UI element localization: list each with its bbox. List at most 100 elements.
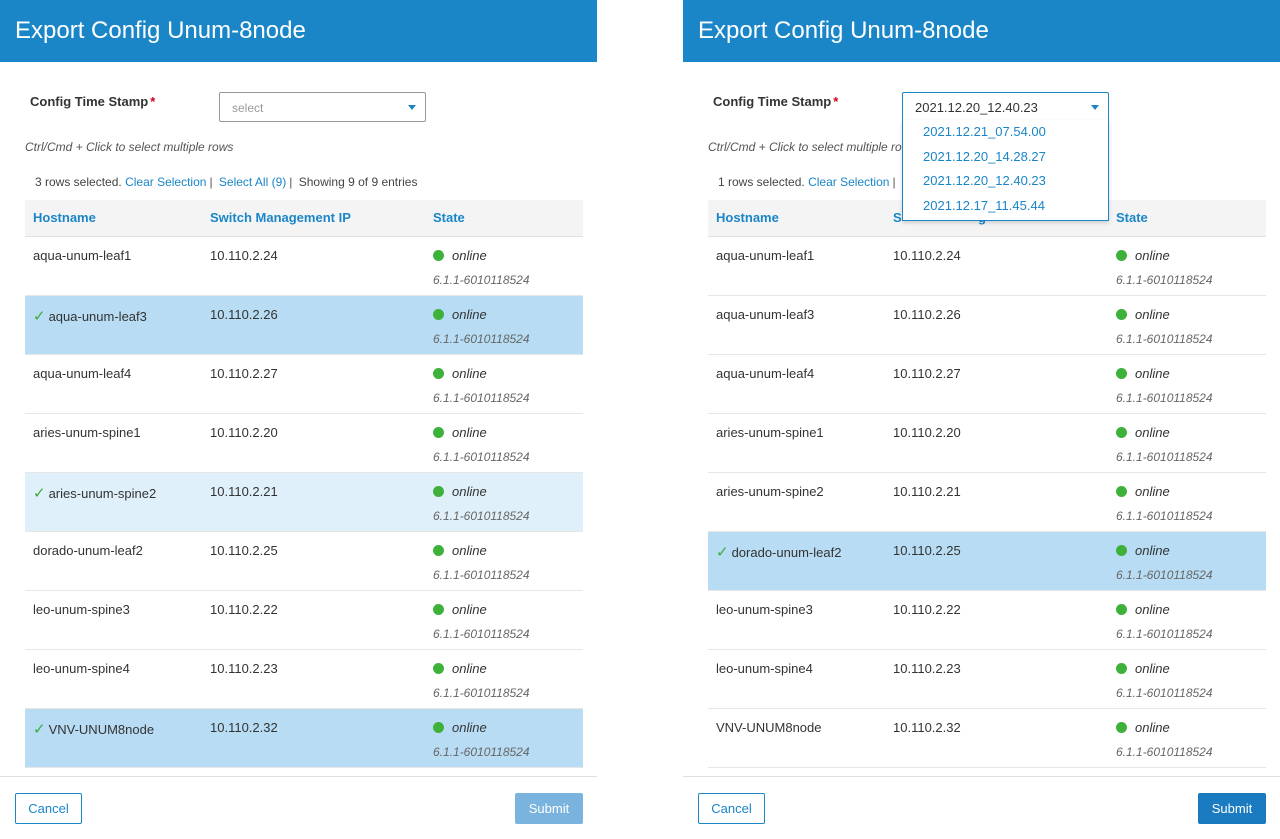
cancel-button[interactable]: Cancel bbox=[698, 793, 765, 824]
online-status-icon bbox=[433, 486, 444, 497]
table-row[interactable]: ✓ aries-unum-spine2 10.110.2.21 online 6.1.1… bbox=[25, 473, 583, 532]
table-row[interactable]: VNV-UNUM8node 10.110.2.32 online 6.1.1-6010… bbox=[708, 709, 1266, 768]
hostname-cell: VNV-UNUM8node bbox=[716, 720, 822, 735]
hostname-cell: ✓ aries-unum-spine2 bbox=[33, 484, 156, 502]
hostname: VNV-UNUM8node bbox=[48, 722, 155, 737]
field-label-text: Config Time Stamp bbox=[713, 94, 832, 109]
table-row[interactable]: ✓ aqua-unum-leaf3 10.110.2.26 online 6.1.1-6… bbox=[25, 296, 583, 355]
chevron-down-icon bbox=[1091, 105, 1099, 110]
status-text: online bbox=[452, 720, 487, 735]
rows-selected-count: 1 rows selected. bbox=[718, 175, 805, 189]
online-status-icon bbox=[433, 309, 444, 320]
table-row[interactable]: aqua-unum-leaf4 10.110.2.27 online 6.1.1-60… bbox=[25, 355, 583, 414]
config-timestamp-select[interactable]: 2021.12.20_12.40.23 bbox=[902, 92, 1109, 122]
hostname: leo-unum-spine3 bbox=[716, 602, 813, 617]
showing-entries: Showing 9 of 9 entries bbox=[298, 175, 418, 189]
table-row[interactable]: leo-unum-spine3 10.110.2.22 online 6.1.1-60… bbox=[25, 591, 583, 650]
table-row[interactable]: aqua-unum-leaf1 10.110.2.24 online 6.1.1-60… bbox=[25, 237, 583, 296]
column-state[interactable]: State bbox=[1116, 210, 1148, 225]
status-text: online bbox=[1135, 661, 1170, 676]
state-cell: online bbox=[1116, 720, 1170, 735]
table-row[interactable]: aries-unum-spine1 10.110.2.20 online 6.1.1-… bbox=[708, 414, 1266, 473]
table-row[interactable]: aries-unum-spine1 10.110.2.20 online 6.1.1-… bbox=[25, 414, 583, 473]
management-ip: 10.110.2.21 bbox=[210, 484, 278, 499]
hostname: aries-unum-spine2 bbox=[716, 484, 824, 499]
clear-selection-link[interactable]: Clear Selection bbox=[808, 175, 890, 189]
online-status-icon bbox=[1116, 309, 1127, 320]
status-text: online bbox=[452, 425, 487, 440]
timestamp-option[interactable]: 2021.12.20_12.40.23 bbox=[923, 173, 1046, 188]
table-row[interactable]: leo-unum-spine4 10.110.2.23 online 6.1.1-60… bbox=[708, 650, 1266, 709]
column-state[interactable]: State bbox=[433, 210, 465, 225]
timestamp-option[interactable]: 2021.12.17_11.45.44 bbox=[923, 197, 1045, 213]
firmware-version: 6.1.1-6010118524 bbox=[433, 686, 530, 700]
required-mark: * bbox=[150, 94, 156, 109]
status-text: online bbox=[452, 307, 487, 322]
table-row[interactable]: aqua-unum-leaf1 10.110.2.24 online 6.1.1-60… bbox=[708, 237, 1266, 296]
hostname: dorado-unum-leaf2 bbox=[33, 543, 143, 558]
timestamp-option[interactable]: 2021.12.21_07.54.00 bbox=[923, 124, 1046, 139]
management-ip: 10.110.2.27 bbox=[210, 366, 278, 381]
timestamp-option[interactable]: 2021.12.20_14.28.27 bbox=[923, 148, 1046, 164]
status-text: online bbox=[452, 543, 487, 558]
online-status-icon bbox=[1116, 663, 1127, 674]
footer-divider bbox=[0, 776, 597, 777]
management-ip: 10.110.2.23 bbox=[893, 661, 961, 676]
select-value: 2021.12.20_12.40.23 bbox=[915, 100, 1038, 115]
management-ip: 10.110.2.22 bbox=[893, 602, 961, 617]
clear-selection-link[interactable]: Clear Selection bbox=[125, 175, 207, 189]
management-ip: 10.110.2.20 bbox=[893, 425, 961, 440]
state-cell: online bbox=[1116, 248, 1170, 263]
hostname-cell: leo-unum-spine4 bbox=[716, 661, 813, 676]
status-text: online bbox=[452, 661, 487, 676]
table-row[interactable]: ✓ VNV-UNUM8node 10.110.2.32 online 6.1.1-601… bbox=[25, 709, 583, 768]
management-ip: 10.110.2.23 bbox=[210, 661, 278, 676]
status-text: online bbox=[1135, 248, 1170, 263]
status-text: online bbox=[1135, 307, 1170, 322]
status-text: online bbox=[1135, 602, 1170, 617]
online-status-icon bbox=[1116, 545, 1127, 556]
online-status-icon bbox=[1116, 368, 1127, 379]
online-status-icon bbox=[433, 427, 444, 438]
firmware-version: 6.1.1-6010118524 bbox=[433, 273, 530, 287]
dialog-title: Export Config Unum-8node bbox=[683, 0, 1280, 62]
column-hostname[interactable]: Hostname bbox=[33, 210, 96, 225]
table-row[interactable]: aries-unum-spine2 10.110.2.21 online 6.1.1-… bbox=[708, 473, 1266, 532]
submit-button[interactable]: Submit bbox=[1198, 793, 1266, 824]
state-cell: online bbox=[433, 366, 487, 381]
hostname: aries-unum-spine2 bbox=[48, 486, 157, 501]
submit-button[interactable]: Submit bbox=[515, 793, 583, 824]
hostname-cell: aries-unum-spine2 bbox=[716, 484, 824, 499]
firmware-version: 6.1.1-6010118524 bbox=[433, 391, 530, 405]
management-ip: 10.110.2.20 bbox=[210, 425, 278, 440]
hostname-cell: leo-unum-spine4 bbox=[33, 661, 130, 676]
online-status-icon bbox=[433, 604, 444, 615]
online-status-icon bbox=[1116, 427, 1127, 438]
firmware-version: 6.1.1-6010118524 bbox=[1116, 745, 1213, 759]
online-status-icon bbox=[1116, 250, 1127, 261]
table-row[interactable]: leo-unum-spine3 10.110.2.22 online 6.1.1-60… bbox=[708, 591, 1266, 650]
firmware-version: 6.1.1-6010118524 bbox=[1116, 332, 1213, 346]
rows-selected-count: 3 rows selected. bbox=[35, 175, 122, 189]
state-cell: online bbox=[433, 661, 487, 676]
select-all-link[interactable]: Select All (9) bbox=[218, 175, 287, 189]
column-management-ip[interactable]: S bbox=[893, 210, 902, 225]
table-row[interactable]: aqua-unum-leaf3 10.110.2.26 online 6.1.1-60… bbox=[708, 296, 1266, 355]
table-row[interactable]: ✓ dorado-unum-leaf2 10.110.2.25 online 6.1.1… bbox=[708, 532, 1266, 591]
config-timestamp-select[interactable]: select bbox=[219, 92, 426, 122]
column-management-ip[interactable]: Switch Management IP bbox=[210, 210, 351, 225]
column-hostname[interactable]: Hostname bbox=[716, 210, 779, 225]
state-cell: online bbox=[1116, 543, 1170, 558]
field-label-text: Config Time Stamp bbox=[30, 94, 149, 109]
hostname: leo-unum-spine4 bbox=[33, 661, 130, 676]
check-icon: ✓ bbox=[33, 485, 46, 502]
hostname: dorado-unum-leaf2 bbox=[731, 545, 842, 560]
state-cell: online bbox=[1116, 366, 1170, 381]
status-text: online bbox=[452, 366, 487, 381]
table-row[interactable]: aqua-unum-leaf4 10.110.2.27 online 6.1.1-60… bbox=[708, 355, 1266, 414]
separator: | bbox=[209, 175, 213, 189]
table-row[interactable]: leo-unum-spine4 10.110.2.23 online 6.1.1-60… bbox=[25, 650, 583, 709]
state-cell: online bbox=[433, 425, 487, 440]
cancel-button[interactable]: Cancel bbox=[15, 793, 82, 824]
table-row[interactable]: dorado-unum-leaf2 10.110.2.25 online 6.1.1-… bbox=[25, 532, 583, 591]
